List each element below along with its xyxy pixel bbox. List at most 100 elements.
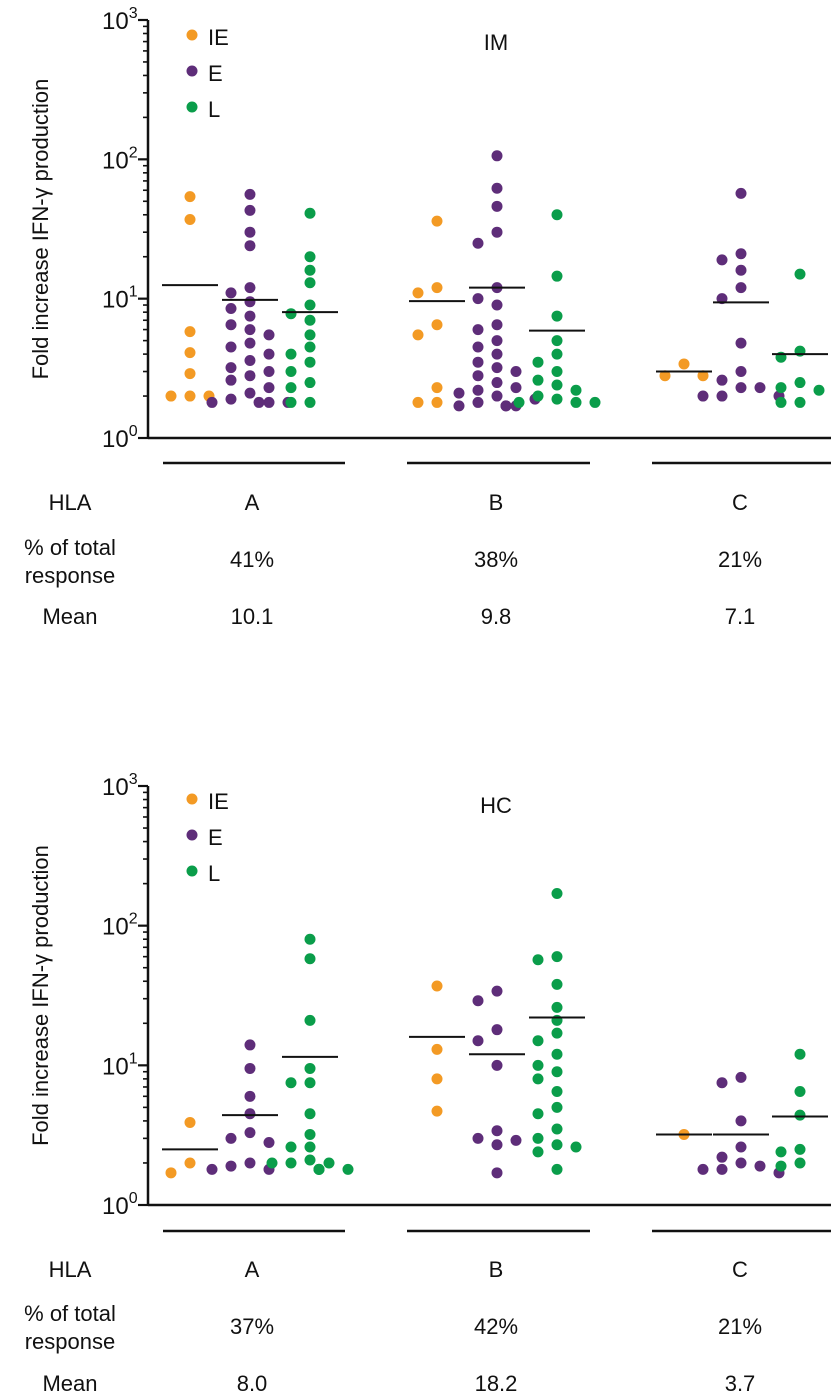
hla-group-label: C <box>732 490 748 515</box>
data-point-l <box>551 1139 563 1151</box>
legend-marker-ie <box>186 793 198 805</box>
data-point-l <box>304 207 316 219</box>
data-point-e <box>225 362 237 374</box>
data-point-l <box>285 1077 297 1089</box>
y-tick-label: 103 <box>102 771 138 801</box>
data-point-l <box>532 374 544 386</box>
data-point-e <box>491 1059 503 1071</box>
data-point-e <box>735 366 747 378</box>
data-point-l <box>794 1143 806 1155</box>
legend-marker-l <box>186 101 198 113</box>
data-point-e <box>244 354 256 366</box>
mean-value: 7.1 <box>725 604 756 629</box>
data-point-ie <box>412 287 424 299</box>
data-point-ie <box>184 326 196 338</box>
y-axis-label: Fold increase IFN-γ production <box>28 79 53 380</box>
data-point-e <box>754 382 766 394</box>
data-point-e <box>735 1115 747 1127</box>
percent-of-total-value: 37% <box>230 1314 274 1339</box>
data-point-l <box>570 384 582 396</box>
data-point-ie <box>165 1167 177 1179</box>
data-point-e <box>244 296 256 308</box>
data-point-l <box>304 1154 316 1166</box>
data-point-l <box>285 308 297 320</box>
y-tick-label: 100 <box>102 423 138 453</box>
data-point-e <box>491 319 503 331</box>
data-point-ie <box>431 382 443 394</box>
data-point-e <box>735 1157 747 1169</box>
data-point-l <box>532 1108 544 1120</box>
row-label-pct-line2: response <box>25 1329 116 1354</box>
y-tick-label: 102 <box>102 144 138 174</box>
data-point-l <box>304 251 316 263</box>
data-point-e <box>491 226 503 238</box>
data-point-l <box>551 335 563 347</box>
row-label-pct-line1: % of total <box>24 1301 116 1326</box>
data-point-l <box>323 1157 335 1169</box>
row-label-hla: HLA <box>49 1257 92 1282</box>
data-point-e <box>491 150 503 162</box>
percent-of-total-value: 38% <box>474 547 518 572</box>
hla-group-label: B <box>489 1257 504 1282</box>
data-point-e <box>472 995 484 1007</box>
data-point-e <box>225 1132 237 1144</box>
data-point-ie <box>165 390 177 402</box>
legend-label-ie: IE <box>208 789 229 814</box>
data-point-e <box>244 337 256 349</box>
data-point-l <box>551 978 563 990</box>
data-point-e <box>244 240 256 252</box>
data-point-l <box>532 356 544 368</box>
y-tick-label: 101 <box>102 284 138 314</box>
data-point-e <box>472 324 484 336</box>
data-point-l <box>304 1077 316 1089</box>
data-point-e <box>472 1035 484 1047</box>
data-point-e <box>735 248 747 260</box>
data-point-ie <box>431 396 443 408</box>
data-point-e <box>225 341 237 353</box>
data-point-e <box>225 1160 237 1172</box>
data-point-l <box>304 933 316 945</box>
row-label-pct-line2: response <box>25 563 116 588</box>
data-point-e <box>735 1071 747 1083</box>
data-point-e <box>453 387 465 399</box>
data-point-e <box>697 1163 709 1175</box>
data-point-e <box>244 1157 256 1169</box>
data-point-e <box>472 237 484 249</box>
data-point-e <box>263 382 275 394</box>
data-point-l <box>551 1001 563 1013</box>
y-axis-label: Fold increase IFN-γ production <box>28 845 53 1146</box>
data-point-l <box>532 390 544 402</box>
mean-value: 9.8 <box>481 604 512 629</box>
data-point-e <box>491 348 503 360</box>
data-point-e <box>472 341 484 353</box>
data-point-e <box>244 1127 256 1139</box>
data-point-l <box>551 1066 563 1078</box>
data-point-e <box>491 362 503 374</box>
data-point-ie <box>431 980 443 992</box>
data-point-l <box>551 1163 563 1175</box>
data-point-e <box>225 303 237 315</box>
data-point-e <box>453 400 465 412</box>
data-point-e <box>510 382 522 394</box>
data-point-l <box>551 1027 563 1039</box>
data-point-l <box>551 1014 563 1026</box>
data-point-l <box>304 329 316 341</box>
data-point-e <box>716 254 728 266</box>
data-point-e <box>735 264 747 276</box>
data-point-e <box>244 1108 256 1120</box>
data-point-l <box>551 1048 563 1060</box>
data-point-e <box>735 282 747 294</box>
hla-group-label: A <box>245 1257 260 1282</box>
legend-label-e: E <box>208 825 223 850</box>
data-point-ie <box>431 1073 443 1085</box>
data-point-l <box>532 1073 544 1085</box>
data-point-e <box>472 1132 484 1144</box>
data-point-e <box>491 377 503 389</box>
data-point-e <box>472 384 484 396</box>
data-point-l <box>342 1163 354 1175</box>
data-point-l <box>794 1157 806 1169</box>
chart-title: IM <box>484 30 508 55</box>
data-point-l <box>285 396 297 408</box>
data-point-ie <box>431 215 443 227</box>
percent-of-total-value: 42% <box>474 1314 518 1339</box>
